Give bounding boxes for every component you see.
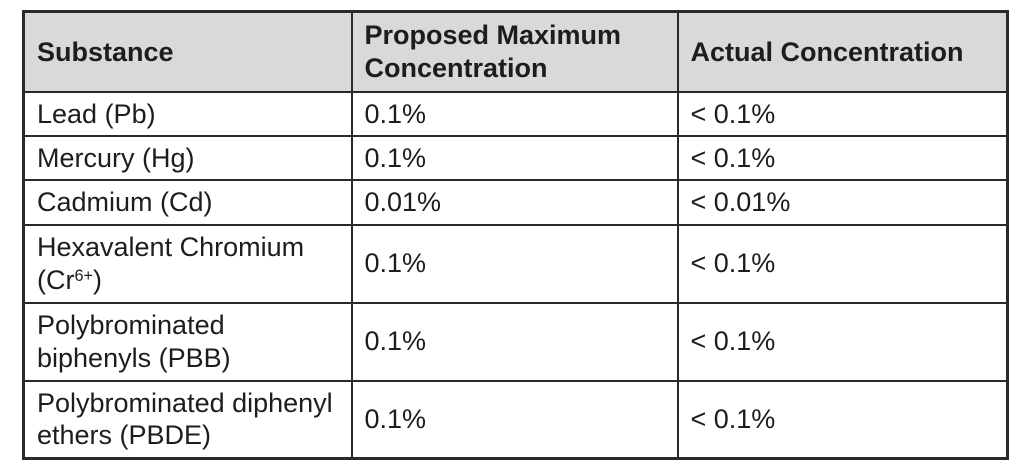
cell-actual-concentration: < 0.1% (676, 90, 1009, 137)
cell-substance: Cadmium (Cd) (22, 179, 353, 226)
cell-substance: Lead (Pb) (22, 90, 353, 137)
cell-actual-concentration: < 0.1% (676, 223, 1009, 304)
cell-proposed-maximum-concentration: 0.01% (350, 179, 679, 226)
table-row: Hexavalent Chromium (Cr6+) 0.1% < 0.1% (22, 223, 1009, 304)
cell-substance: Mercury (Hg) (22, 134, 353, 182)
table-row: Polybrominated biphenyls (PBB) 0.1% < 0.1% (22, 301, 1009, 382)
cell-proposed-maximum-concentration: 0.1% (350, 223, 679, 304)
column-header-substance: Substance (22, 10, 353, 93)
cell-proposed-maximum-concentration: 0.1% (350, 90, 679, 137)
table-row: Cadmium (Cd) 0.01% < 0.01% (22, 179, 1009, 226)
table-row: Mercury (Hg) 0.1% < 0.1% (22, 134, 1009, 182)
column-header-actual-concentration: Actual Concentration (676, 10, 1009, 93)
column-header-proposed-maximum-concentration: Proposed Maximum Concentration (350, 10, 679, 93)
cell-actual-concentration: < 0.1% (676, 301, 1009, 382)
table-row: Polybrominated diphenyl ethers (PBDE) 0.1%… (22, 379, 1009, 460)
substance-concentration-table: Substance Proposed Maximum Concentration Ac… (22, 10, 1009, 461)
cell-substance: Polybrominated biphenyls (PBB) (22, 301, 353, 382)
cell-substance: Hexavalent Chromium (Cr6+) (22, 223, 353, 304)
superscript: 6+ (74, 267, 93, 286)
cell-actual-concentration: < 0.01% (676, 179, 1009, 226)
cell-proposed-maximum-concentration: 0.1% (350, 134, 679, 182)
cell-actual-concentration: < 0.1% (676, 379, 1009, 460)
table-body: Lead (Pb) 0.1% < 0.1% Mercury (Hg) 0.1% < 0.1… (22, 90, 1009, 460)
table-row: Lead (Pb) 0.1% < 0.1% (22, 90, 1009, 137)
cell-proposed-maximum-concentration: 0.1% (350, 379, 679, 460)
cell-actual-concentration: < 0.1% (676, 134, 1009, 182)
table-header-row: Substance Proposed Maximum Concentration Ac… (22, 10, 1009, 93)
cell-proposed-maximum-concentration: 0.1% (350, 301, 679, 382)
cell-substance: Polybrominated diphenyl ethers (PBDE) (22, 379, 353, 460)
